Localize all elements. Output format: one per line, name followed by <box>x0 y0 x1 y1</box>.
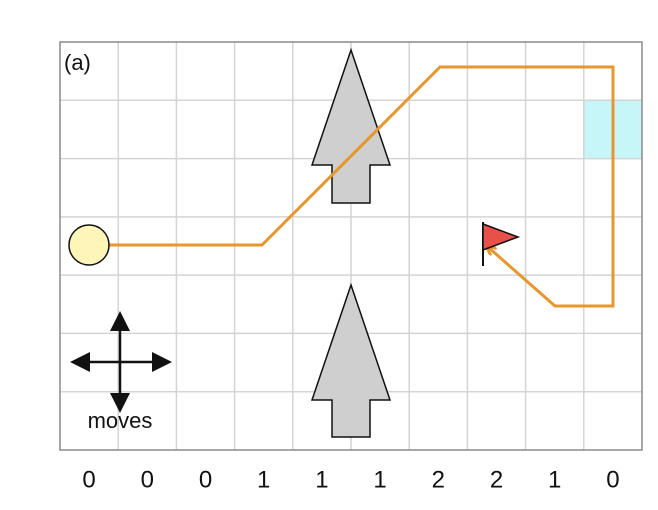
flag <box>482 222 521 252</box>
column-value: 0 <box>141 466 154 493</box>
moves-icon <box>70 311 172 413</box>
wind-arrows <box>310 47 392 438</box>
start <box>68 224 110 266</box>
wind-arrow <box>310 47 392 204</box>
path <box>89 65 615 308</box>
column-value: 1 <box>548 466 561 493</box>
column-value: 1 <box>257 466 270 493</box>
column-value: 1 <box>315 466 328 493</box>
grid-border <box>59 41 643 451</box>
column-value: 0 <box>606 466 619 493</box>
column-value: 0 <box>82 466 95 493</box>
column-value: 2 <box>432 466 445 493</box>
column-value: 2 <box>490 466 503 493</box>
moves-label: moves <box>88 408 153 433</box>
panel-label: (a) <box>64 50 91 75</box>
wind-arrow <box>310 282 392 438</box>
column-value: 1 <box>373 466 386 493</box>
column-value: 0 <box>199 466 212 493</box>
